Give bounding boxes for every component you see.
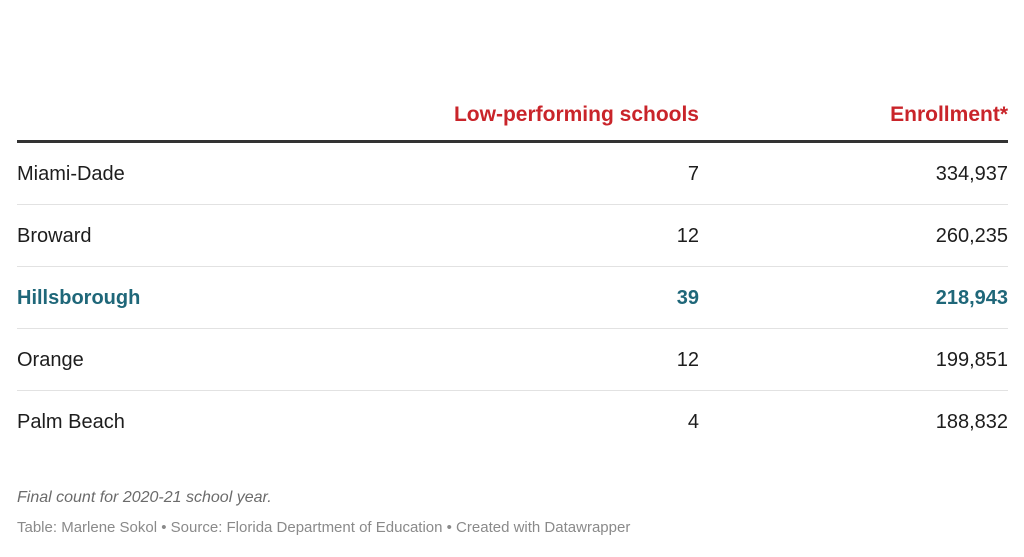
district-cell: Miami-Dade <box>17 162 125 185</box>
data-table: Low-performing schools Enrollment* Miami… <box>17 100 1008 452</box>
schools-cell: 4 <box>687 410 699 433</box>
table-notes: Final count for 2020-21 school year. <box>17 489 272 506</box>
table-header: Low-performing schools Enrollment* <box>17 100 1008 143</box>
enrollment-cell: 199,851 <box>935 348 1008 371</box>
table-credits: Table: Marlene Sokol • Source: Florida D… <box>17 519 631 536</box>
enrollment-cell: 334,937 <box>935 162 1008 185</box>
schools-cell: 39 <box>676 286 699 309</box>
district-cell: Orange <box>17 348 84 371</box>
enrollment-cell: 218,943 <box>935 286 1008 309</box>
district-cell: Hillsborough <box>17 286 141 309</box>
enrollment-cell: 188,832 <box>935 410 1008 433</box>
column-header-low-performing-schools: Low-performing schools <box>453 103 699 126</box>
column-header-district <box>17 128 417 140</box>
schools-cell: 12 <box>676 348 699 371</box>
table-row: Hillsborough 39 218,943 <box>17 267 1008 329</box>
table-row: Palm Beach 4 188,832 <box>17 391 1008 452</box>
enrollment-cell: 260,235 <box>935 224 1008 247</box>
table-row: Broward 12 260,235 <box>17 205 1008 267</box>
schools-cell: 7 <box>687 162 699 185</box>
table-row: Miami-Dade 7 334,937 <box>17 143 1008 205</box>
district-cell: Broward <box>17 224 92 247</box>
district-cell: Palm Beach <box>17 410 125 433</box>
column-header-enrollment: Enrollment* <box>890 103 1008 126</box>
table-row: Orange 12 199,851 <box>17 329 1008 391</box>
schools-cell: 12 <box>676 224 699 247</box>
